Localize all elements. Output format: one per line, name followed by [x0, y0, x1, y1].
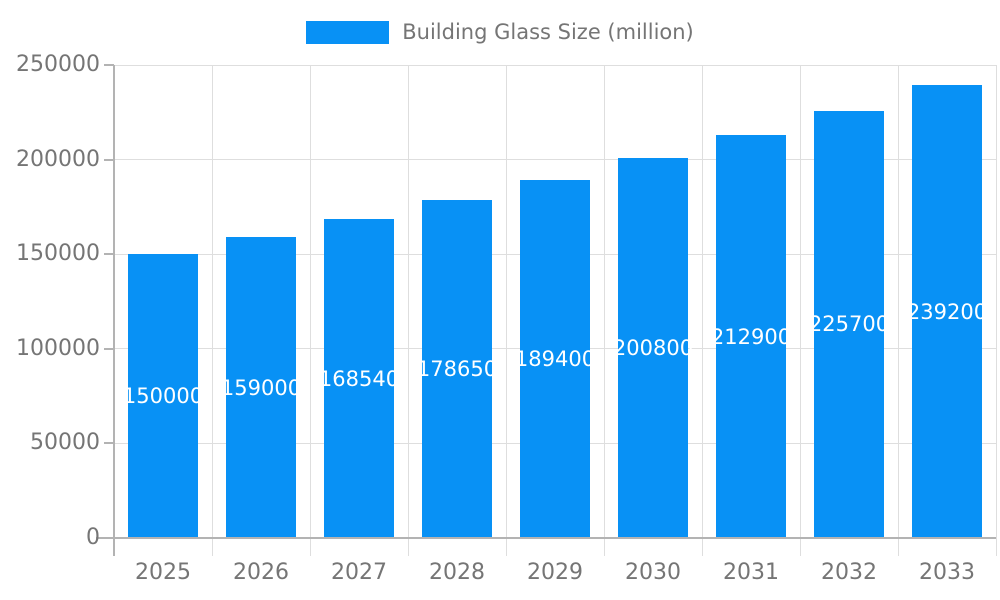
y-axis-tick [104, 442, 114, 445]
bar-2031[interactable]: 212900 [711, 135, 791, 538]
bar-value-label: 239200 [906, 299, 988, 324]
legend-label: Building Glass Size (million) [402, 20, 694, 44]
bar-2026[interactable]: 159000 [221, 237, 301, 538]
gridline-vertical [603, 65, 605, 556]
gridline-horizontal [114, 64, 996, 66]
x-axis-line [96, 537, 996, 539]
gridline-horizontal [114, 159, 996, 161]
y-axis-tick [104, 253, 114, 256]
x-tick-label: 2033 [919, 560, 975, 585]
legend[interactable]: Building Glass Size (million) [0, 21, 1000, 44]
x-tick-label: 2025 [135, 560, 191, 585]
gridline-vertical [701, 65, 703, 556]
gridline-vertical [505, 65, 507, 556]
bar-value-label: 178650 [416, 356, 498, 381]
x-tick-label: 2028 [429, 560, 485, 585]
bar-2027[interactable]: 168540 [319, 219, 399, 538]
bar-value-label: 189400 [514, 346, 596, 371]
y-tick-label: 200000 [16, 146, 100, 172]
gridline-vertical [309, 65, 311, 556]
gridline-vertical [995, 65, 997, 556]
gridline-vertical [799, 65, 801, 556]
gridline-vertical [897, 65, 899, 556]
bar-value-label: 168540 [318, 366, 400, 391]
bar-2033[interactable]: 239200 [907, 85, 987, 538]
bar-value-label: 200800 [612, 336, 694, 361]
y-tick-label: 50000 [30, 430, 100, 456]
x-tick-label: 2026 [233, 560, 289, 585]
bar-2029[interactable]: 189400 [515, 179, 595, 538]
y-axis-tick [104, 64, 114, 66]
x-tick-label: 2029 [527, 560, 583, 585]
x-tick-label: 2031 [723, 560, 779, 585]
bar-value-label: 159000 [220, 375, 302, 400]
bar-2032[interactable]: 225700 [809, 110, 889, 538]
y-tick-label: 150000 [16, 241, 100, 267]
x-tick-label: 2030 [625, 560, 681, 585]
y-tick-label: 250000 [16, 52, 100, 77]
bar-2028[interactable]: 178650 [417, 199, 497, 538]
y-axis-tick [104, 347, 114, 350]
gridline-vertical [407, 65, 409, 556]
gridline-vertical [211, 65, 213, 556]
bar-2025[interactable]: 150000 [123, 254, 203, 538]
y-tick-label: 0 [86, 525, 100, 550]
y-tick-label: 100000 [16, 335, 100, 361]
legend-swatch [306, 21, 390, 44]
y-axis-tick [104, 158, 114, 161]
x-tick-label: 2027 [331, 560, 387, 585]
bar-2030[interactable]: 200800 [613, 158, 693, 538]
y-axis-line [113, 65, 115, 556]
bar-value-label: 225700 [808, 312, 890, 337]
bar-value-label: 212900 [710, 324, 792, 349]
x-tick-label: 2032 [821, 560, 877, 585]
y-axis-tick [104, 537, 114, 539]
bar-value-label: 150000 [122, 384, 204, 409]
